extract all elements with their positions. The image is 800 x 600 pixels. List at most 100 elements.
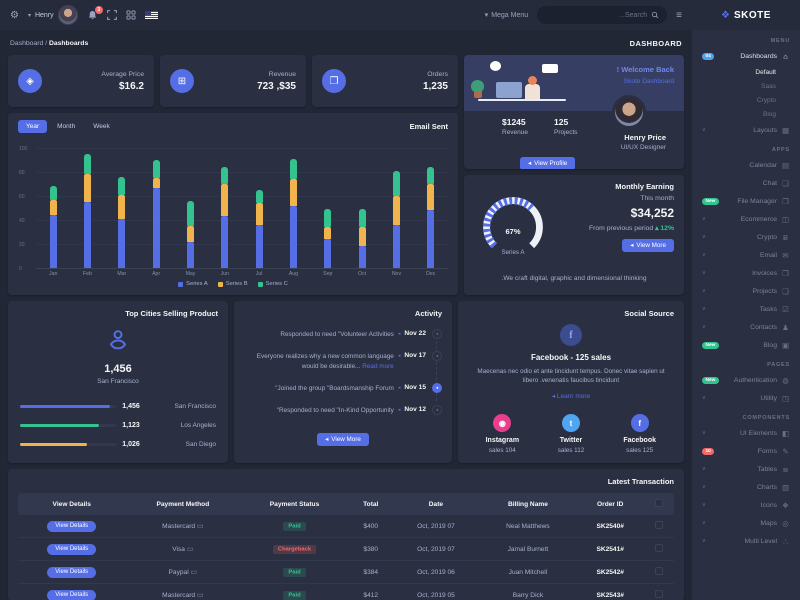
user-menu[interactable]: ▾ Henry [28, 5, 78, 25]
chevron-down-icon: ▾ [484, 12, 489, 19]
sidebar-subitem-saas[interactable]: Saas [761, 82, 776, 90]
social-channel-twitter[interactable]: t Twitter sales 112 [537, 413, 606, 454]
welcome-card: ! Welcome Back Skote Dashboard [464, 55, 684, 169]
sidebar-item-calendar[interactable]: Calendar ▤ [692, 156, 800, 174]
social-source-card: Social Source f Facebook - 125 sales Mae… [458, 301, 684, 463]
timeline-dot: ◂ [432, 351, 442, 362]
read-more-link[interactable]: Read more [362, 362, 394, 370]
view-details-button[interactable]: View Details [47, 566, 97, 578]
bar-apr [152, 160, 160, 268]
activity-view-more-button[interactable]: ◂ View More [317, 433, 369, 447]
sidebar-item-utility[interactable]: ∨ Utility ◳ [692, 389, 800, 407]
total-amount: $412 [348, 583, 393, 600]
sidebar-item-tasks[interactable]: ∨ Tasks ☑ [692, 300, 800, 318]
sidebar-subitem-crypto[interactable]: Crypto [756, 96, 776, 104]
learn-more-link[interactable]: ◂ Learn more [551, 392, 591, 400]
calendar-icon: ▤ [781, 160, 790, 170]
legend-label: Series B [225, 281, 248, 287]
sidebar-item-label: Tables [757, 465, 777, 473]
sidebar-item-label: Invoices [752, 269, 777, 277]
social-channel-facebook[interactable]: f Facebook sales 125 [605, 413, 674, 454]
sidebar-item-label: Utility [760, 394, 777, 402]
mega-menu-button[interactable]: ▾ Mega Menu [484, 11, 529, 20]
top-city-value: 1,456 [104, 363, 132, 375]
legend-item: Series B [217, 281, 248, 287]
sidebar-item-icons[interactable]: ∨ Icons ❖ [692, 496, 800, 514]
settings-gear-icon[interactable]: ⚙ [10, 9, 19, 21]
monthly-amount: $34,252 [630, 206, 674, 220]
authentication-icon: ◍ [782, 375, 789, 385]
radial-gauge-chart: 67% Series A [474, 193, 552, 266]
sidebar-item-contacts[interactable]: ∨ Contacts ♟ [692, 318, 800, 336]
table-row: View Details Mastercard ▭ Paid $412 Oct, 201… [18, 583, 674, 600]
sidebar-item-blog[interactable]: New Blog ▣ [692, 336, 800, 354]
activity-text: Responded to need "Volunteer Activities [280, 331, 394, 338]
sidebar-item-authentication[interactable]: New Authentication ◍ [692, 371, 800, 389]
tab-week[interactable]: Week [93, 123, 110, 130]
fullscreen-icon[interactable] [106, 10, 117, 20]
sidebar-item-multi-level[interactable]: ∨ Multi Level ∴ [692, 532, 800, 550]
view-profile-button[interactable]: ◂ View Profile [520, 157, 576, 169]
view-details-button[interactable]: View Details [47, 520, 97, 532]
sidebar-item-email[interactable]: ∨ Email ✉ [692, 246, 800, 264]
icons-icon: ❖ [782, 500, 789, 510]
welcome-projects-value: 125 [554, 117, 569, 127]
tab-year[interactable]: Year [18, 120, 48, 133]
legend-swatch [217, 281, 223, 287]
menu-section-label: PAGES [767, 362, 790, 368]
row-checkbox[interactable] [654, 567, 663, 575]
city-bar-fill [20, 443, 88, 446]
brand-logo[interactable]: ❖ SKOTE [692, 0, 800, 30]
view-details-button[interactable]: View Details [47, 543, 97, 555]
invoices-icon: ❒ [782, 268, 789, 278]
projects-icon: ❑ [782, 286, 789, 296]
sidebar-item-layouts[interactable]: ∨ Layouts ▦ [692, 121, 800, 139]
chart-period-tabs: Year Month Week [18, 120, 118, 133]
tab-month[interactable]: Month [57, 123, 76, 130]
right-sidebar: ❖ SKOTE MENU 04 Dashboards ⌂ Default Saas Cryp… [692, 0, 800, 600]
legend-swatch [178, 281, 184, 287]
view-details-button[interactable]: View Details [47, 589, 97, 600]
row-checkbox[interactable] [654, 521, 663, 529]
sidebar-subitem-default[interactable]: Default [755, 68, 776, 76]
bar-sep [324, 209, 332, 268]
social-channel-instagram[interactable]: ◉ Instagram sales 104 [468, 413, 537, 454]
sidebar-item-charts[interactable]: ∨ Charts ▥ [692, 478, 800, 496]
sidebar-subitem-blog[interactable]: Blog [762, 110, 776, 118]
sidebar-item-tables[interactable]: ∨ Tables ≣ [692, 460, 800, 478]
activity-item: "Joined the group "Boardsmanship Forum ◂ N… [244, 382, 442, 393]
sidebar-item-forms[interactable]: 10 Forms ✎ [692, 442, 800, 460]
sidebar-item-ui-elements[interactable]: ∨ UI Elements ◧ [692, 424, 800, 442]
city-bar-track [20, 405, 116, 408]
bar-aug [289, 158, 297, 268]
sidebar-item-invoices[interactable]: ∨ Invoices ❒ [692, 264, 800, 282]
row-checkbox[interactable] [654, 544, 663, 552]
sidebar-item-dashboards[interactable]: 04 Dashboards ⌂ [692, 47, 800, 65]
select-all-checkbox[interactable] [654, 499, 663, 507]
gridline: 100 [19, 146, 448, 152]
breadcrumb-dashboard[interactable]: Dashboard [10, 40, 44, 47]
channel-name: Facebook [623, 437, 656, 445]
apps-grid-icon[interactable] [126, 10, 136, 20]
sidebar-item-label: Layouts [753, 126, 777, 134]
chevron-down-icon: ∨ [702, 252, 706, 258]
chevron-down-icon: ∨ [702, 520, 706, 526]
top-city-name: San Francisco [97, 378, 139, 385]
row-checkbox[interactable] [654, 590, 663, 598]
bar-jul [255, 190, 263, 268]
search-input[interactable]: ...Search [537, 6, 668, 24]
timeline-dot: ◂ [432, 329, 442, 339]
city-row: 1,026 San Diego [18, 435, 218, 454]
sidebar-item-crypto[interactable]: ∨ Crypto Ƀ [692, 228, 800, 246]
sidebar-item-ecommerce[interactable]: ∨ Ecommerce ◫ [692, 210, 800, 228]
language-flag-us[interactable] [144, 11, 158, 19]
hamburger-menu-icon[interactable]: ≡ [676, 9, 682, 21]
sidebar-item-chat[interactable]: Chat ❏ [692, 174, 800, 192]
notifications-bell-icon[interactable]: 3 [87, 5, 103, 21]
view-more-button[interactable]: ◂ View More [622, 239, 674, 252]
sidebar-item-projects[interactable]: ∨ Projects ❑ [692, 282, 800, 300]
channel-name: Twitter [559, 437, 583, 445]
sidebar-item-maps[interactable]: ∨ Maps ◎ [692, 514, 800, 532]
breadcrumb: Dashboard / Dashboards [10, 40, 89, 47]
sidebar-item-file-manager[interactable]: New File Manager ❐ [692, 192, 800, 210]
